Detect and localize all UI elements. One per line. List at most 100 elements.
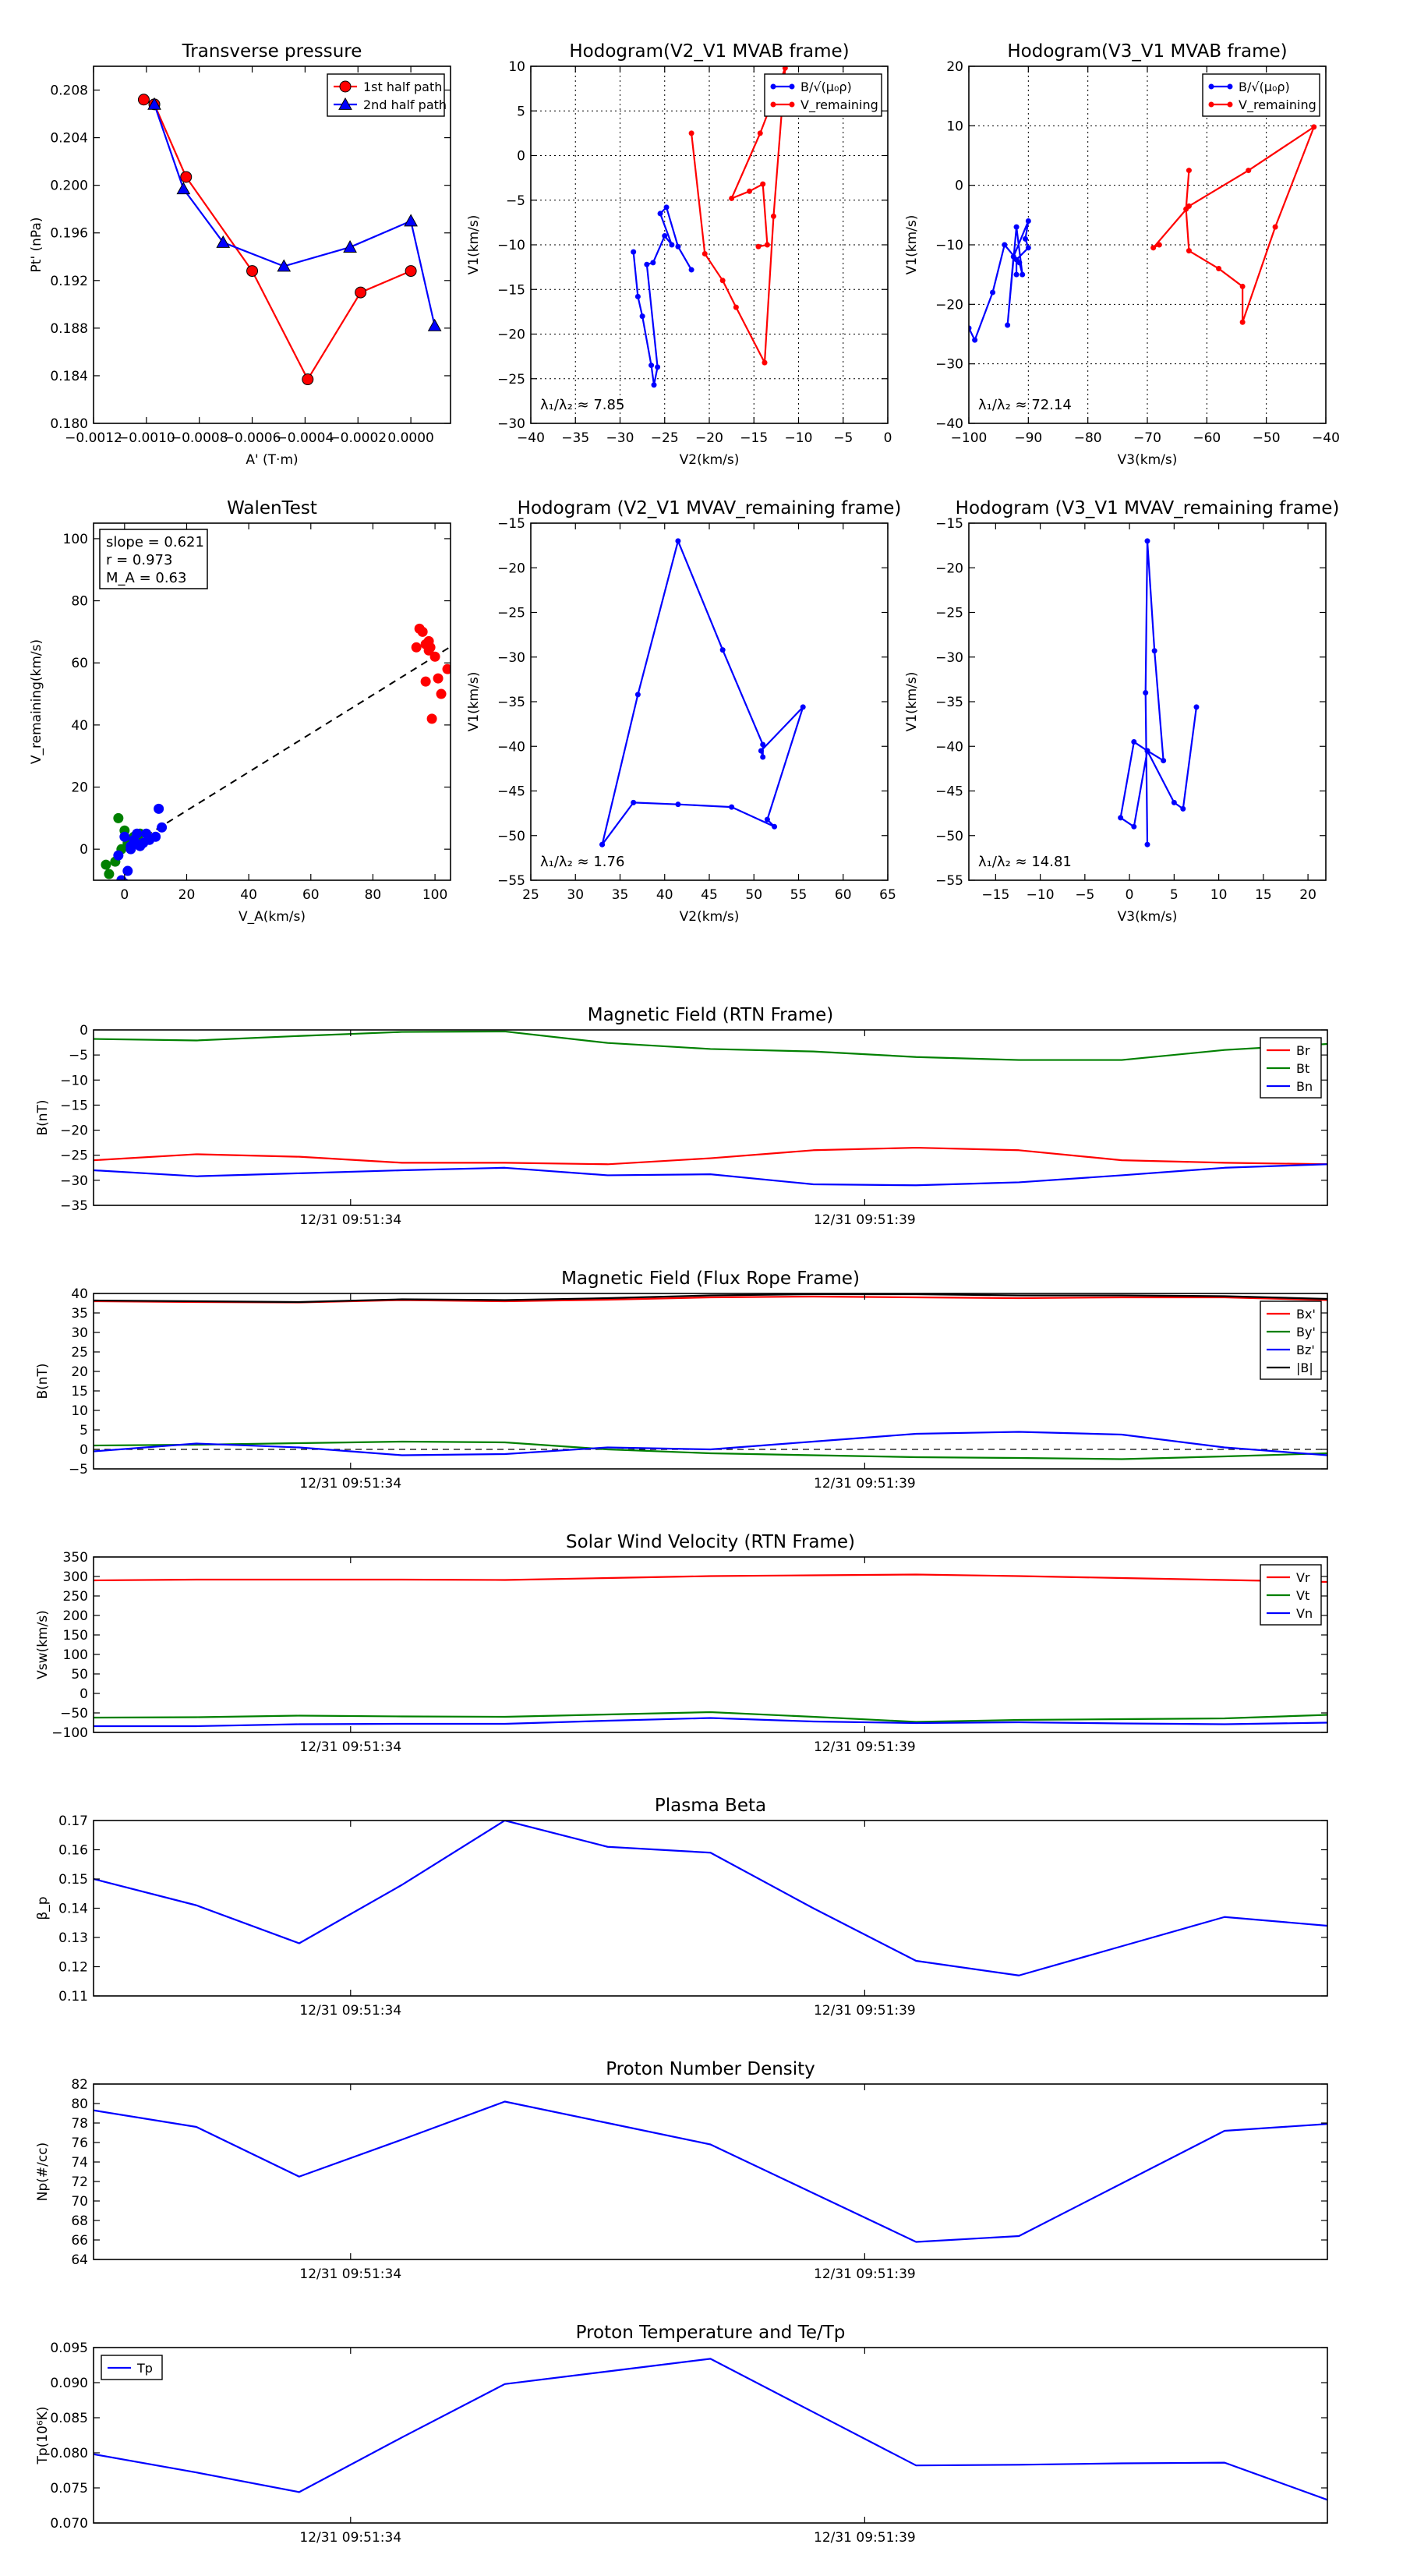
y-axis-label: B(nT) (35, 1099, 51, 1135)
chart-hodogram-v3v1-mvab: Hodogram(V3_V1 MVAB frame)−100 −90 −80 −70−… (904, 41, 1340, 468)
y-tick-label: 200 (63, 1608, 88, 1624)
data-point (650, 260, 656, 266)
x-tick-label: −35 (561, 430, 589, 446)
y-tick-label: 0.12 (58, 1960, 88, 1976)
data-point (651, 382, 657, 388)
chart-magnetic-field-rtn: Magnetic Field (RTN Frame) 12/31 09:51:34… (35, 1005, 1328, 1228)
y-tick-label: −5 (506, 193, 525, 209)
y-tick-label: 70 (71, 2194, 88, 2210)
data-point (1161, 758, 1167, 764)
data-point (662, 233, 668, 239)
series-line (1119, 540, 1198, 845)
x-tick-label: 12/31 09:51:39 (814, 1476, 916, 1491)
plot-area (1118, 538, 1200, 847)
data-point (433, 673, 444, 684)
x-tick-label: 5 (1170, 887, 1179, 903)
data-point (1143, 690, 1149, 696)
y-tick-label: −10 (60, 1073, 88, 1088)
y-tick-label: −30 (60, 1173, 88, 1189)
data-point (141, 828, 152, 839)
x-tick-label: 12/31 09:51:34 (299, 1212, 401, 1228)
x-tick-label: −0.0010 (118, 430, 175, 446)
series-By' (94, 1440, 1327, 1460)
y-tick-label: 0 (955, 179, 963, 194)
y-axis-label: V_remaining(km/s) (29, 639, 44, 764)
chart-solar-wind-velocity: Solar Wind Velocity (RTN Frame) 12/31 09:… (35, 1532, 1328, 1755)
legend-label: Bz' (1296, 1343, 1315, 1357)
data-point (101, 859, 111, 870)
lambda-ratio-annotation: λ₁/λ₂ ≈ 1.76 (540, 854, 624, 870)
x-tick-label: −30 (606, 430, 634, 446)
y-tick-label: 0.192 (50, 274, 88, 289)
legend: Br Bt Bn (1260, 1037, 1322, 1099)
series-line (601, 540, 804, 845)
x-tick-label: −10 (785, 430, 813, 446)
series-Vr (94, 1573, 1327, 1583)
axes-frame (93, 2083, 1328, 2260)
chart-title: Hodogram (V2_V1 MVAV_remaining frame) (518, 498, 902, 518)
data-point (135, 840, 146, 851)
x-axis-label: A' (T·m) (246, 452, 298, 468)
legend-label: Tp (136, 2361, 153, 2376)
chart-title: Magnetic Field (RTN Frame) (588, 1005, 834, 1025)
data-point (719, 647, 726, 653)
data-point (772, 823, 778, 830)
legend-label: 1st half path (363, 80, 442, 94)
axes-frame (530, 522, 889, 881)
data-point (1005, 322, 1011, 328)
series-V (599, 538, 806, 847)
data-point (176, 182, 191, 195)
x-axis-label: V_A(km/s) (239, 909, 306, 925)
chart-title: Solar Wind Velocity (RTN Frame) (566, 1532, 855, 1552)
legend-label: B/√(μ₀ρ) (800, 80, 852, 94)
x-tick-label: 30 (567, 887, 584, 903)
data-point (755, 243, 762, 249)
chart-proton-temperature: Proton Temperature and Te/Tp 12/31 09:51:… (35, 2323, 1328, 2546)
series-line (1152, 126, 1315, 324)
x-tick-label: 0 (120, 887, 129, 903)
data-point (631, 249, 637, 255)
y-tick-label: 64 (71, 2252, 88, 2268)
y-tick-label: −15 (935, 516, 963, 532)
y-tick-label: −10 (935, 238, 963, 253)
series-line (143, 98, 412, 380)
data-point (1239, 283, 1246, 289)
data-point (1118, 815, 1124, 821)
plot-area (631, 66, 788, 388)
x-tick-label: 50 (745, 887, 762, 903)
data-point (1131, 739, 1137, 745)
y-tick-label: −20 (935, 297, 963, 313)
x-tick-label: −25 (651, 430, 679, 446)
stats-box (99, 529, 208, 589)
x-tick-label: 60 (302, 887, 320, 903)
x-tick-label: −50 (1253, 430, 1281, 446)
y-axis-label: V1(km/s) (904, 215, 920, 275)
y-tick-label: 40 (71, 1286, 88, 1302)
x-tick-label: 80 (365, 887, 382, 903)
y-tick-label: 10 (946, 119, 963, 134)
legend-marker (789, 101, 795, 108)
chart-title: Hodogram (V3_V1 MVAV_remaining frame) (956, 498, 1340, 518)
y-tick-label: 82 (71, 2077, 88, 2093)
series-line (153, 104, 436, 327)
legend-label: V_remaining (1239, 97, 1316, 113)
y-axis-label: Np(#/cc) (35, 2143, 51, 2201)
plot-area (969, 124, 1317, 343)
x-axis-label: V3(km/s) (1118, 452, 1178, 468)
data-point (631, 799, 637, 805)
y-tick-label: 0 (80, 1023, 88, 1039)
series-V (1118, 538, 1200, 847)
data-point (764, 816, 770, 823)
y-tick-label: 20 (71, 1364, 88, 1380)
x-tick-label: −90 (1014, 430, 1042, 446)
y-tick-label: −20 (497, 327, 525, 343)
x-tick-label: 25 (522, 887, 539, 903)
series-Vt (94, 1711, 1327, 1723)
data-point (436, 688, 447, 699)
y-tick-label: 0.196 (50, 226, 88, 242)
chart-hodogram-v3v1-mvav: Hodogram (V3_V1 MVAV_remaining frame)−15… (904, 498, 1339, 925)
legend-label: Bx' (1296, 1307, 1316, 1322)
data-point (180, 171, 193, 183)
chart-title: WalenTest (227, 498, 317, 518)
